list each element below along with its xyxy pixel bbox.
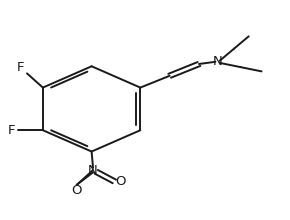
Text: F: F <box>8 124 16 137</box>
Text: O: O <box>71 184 82 197</box>
Text: N: N <box>88 164 98 177</box>
Text: O: O <box>115 175 126 188</box>
Text: F: F <box>17 61 24 74</box>
Text: N: N <box>213 55 223 68</box>
